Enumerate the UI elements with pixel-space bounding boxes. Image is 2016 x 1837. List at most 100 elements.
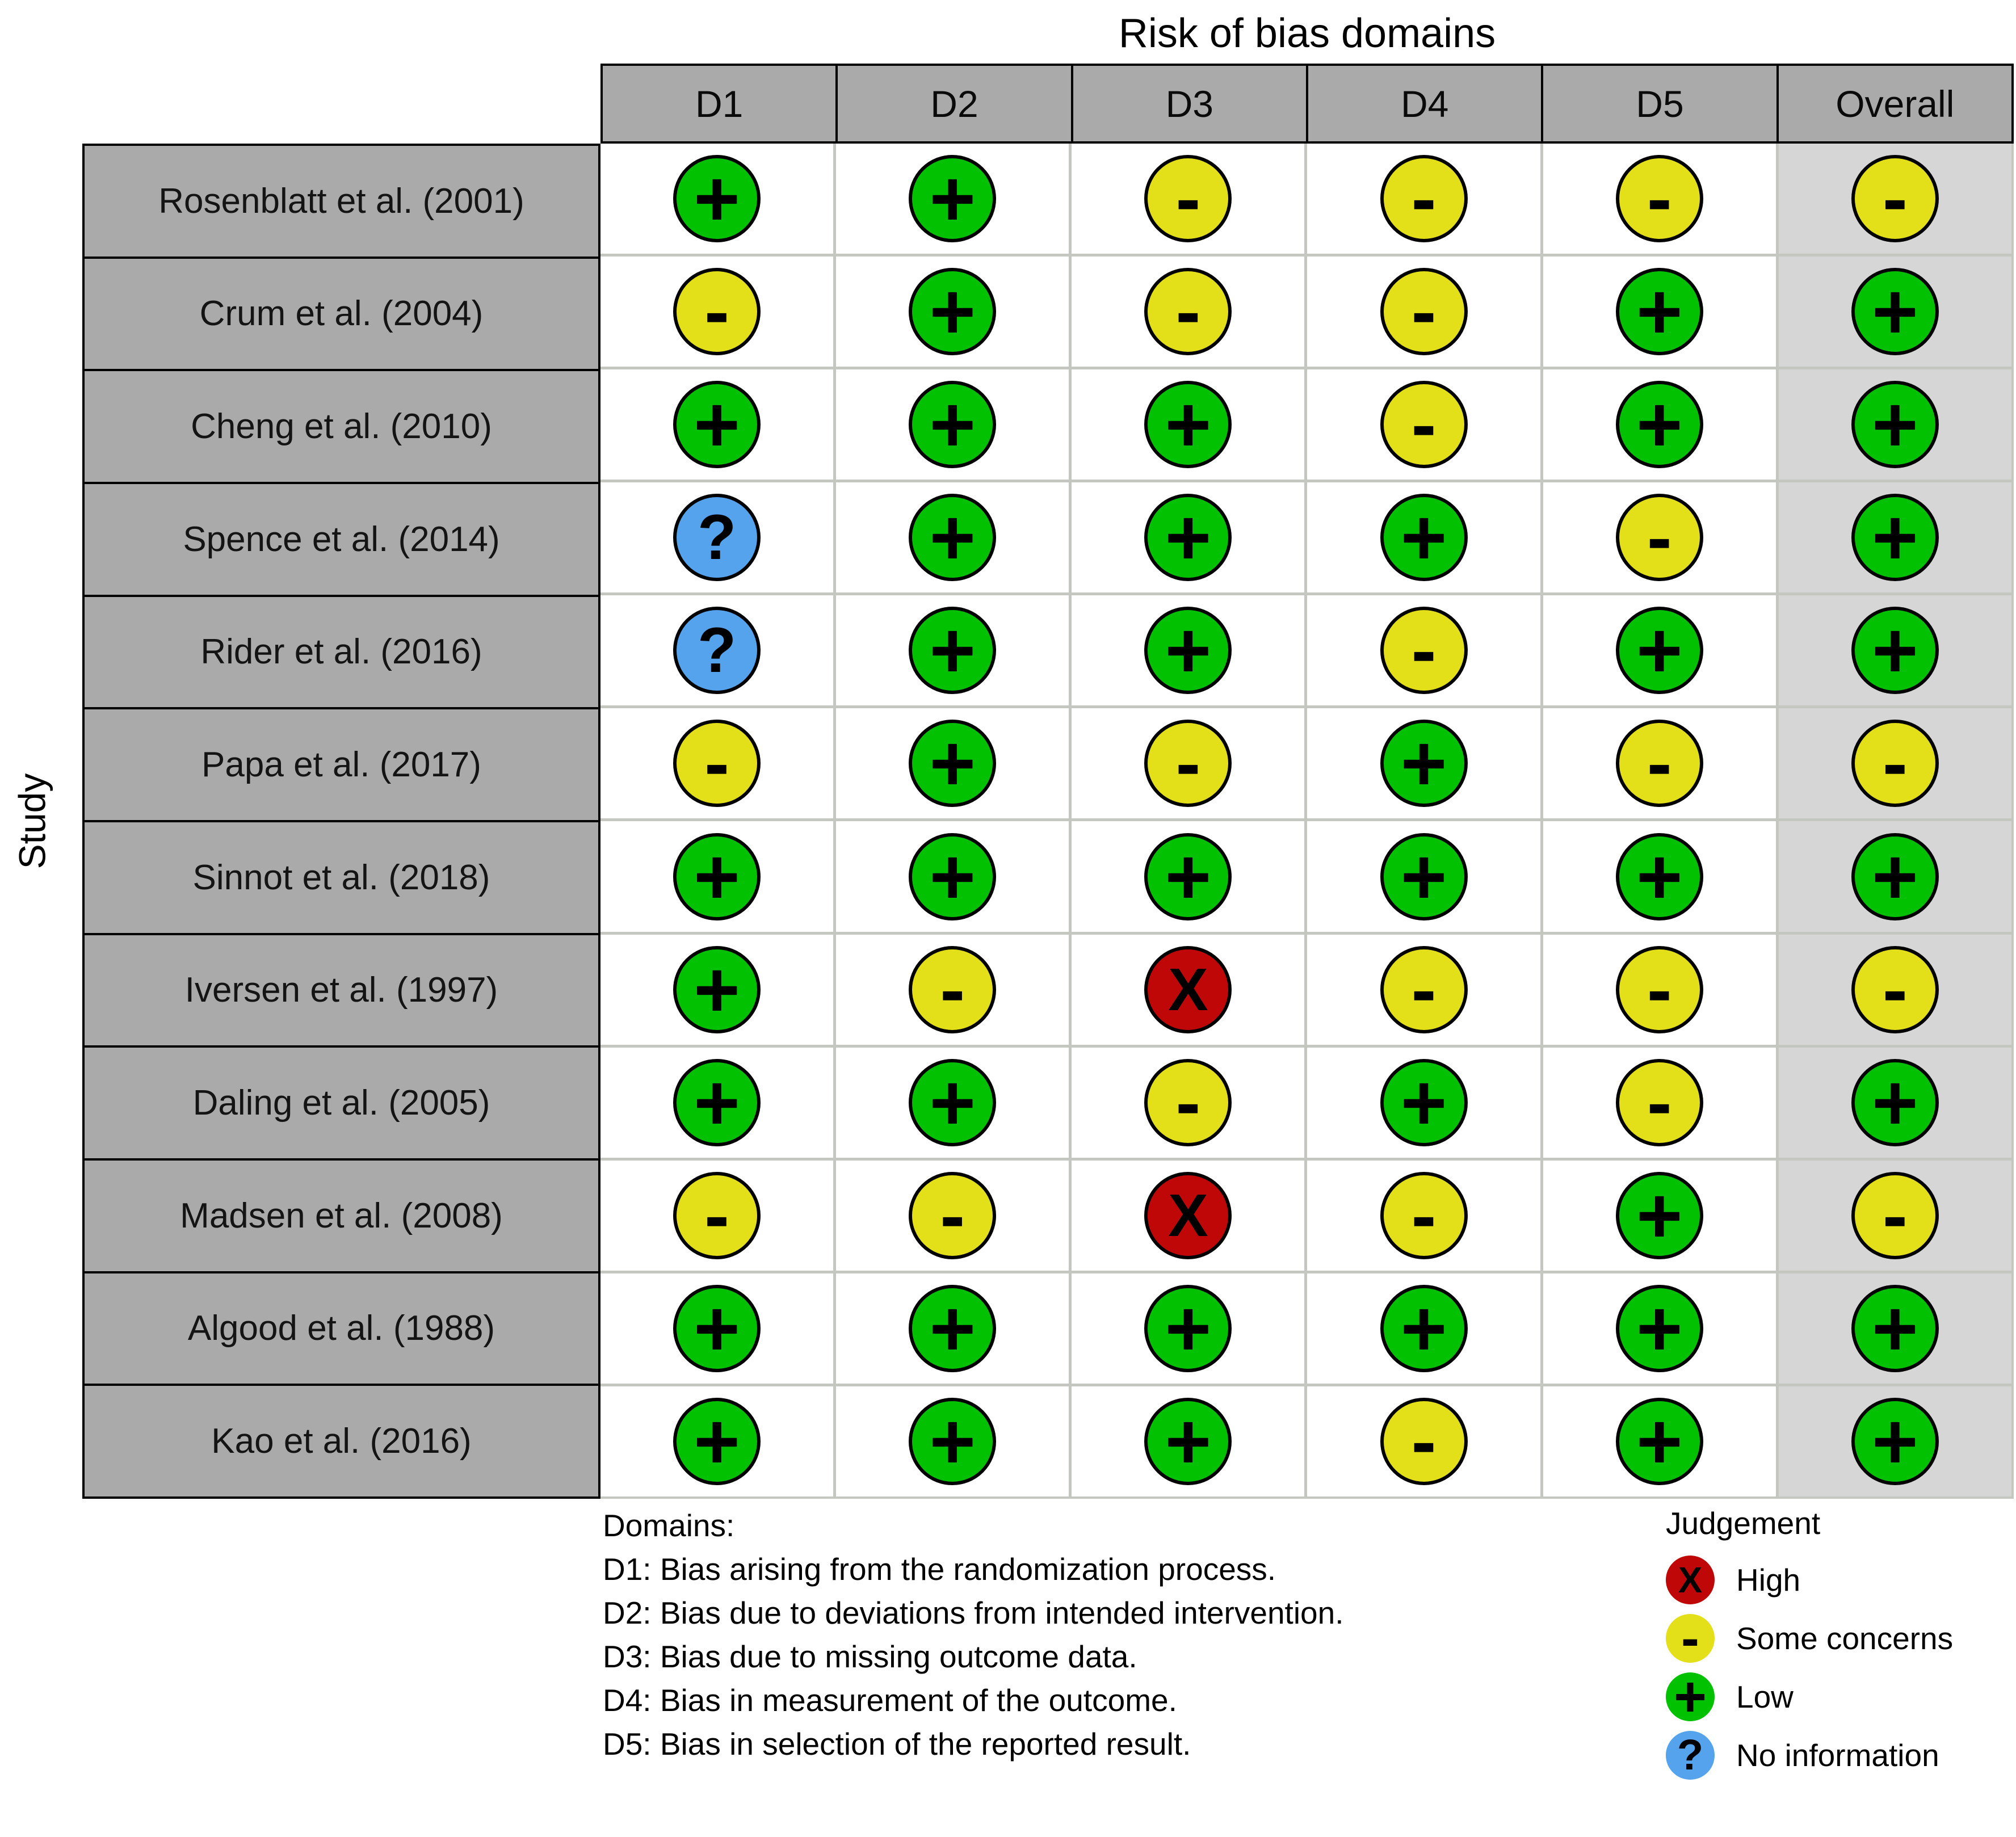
y-axis: Study	[9, 679, 54, 963]
judgment-cell: +	[600, 144, 834, 254]
judgment-cell: X	[1072, 1160, 1305, 1271]
judgment-cell: +	[1543, 821, 1776, 932]
judgment-cell: +	[1778, 257, 2011, 367]
low-judgment-icon: +	[909, 720, 997, 808]
concerns-judgment-icon: -	[1380, 945, 1468, 1033]
judgment-cell: -	[1543, 934, 1776, 1045]
low-judgment-icon: +	[909, 268, 997, 356]
study-label: Sinnot et al. (2018)	[85, 822, 598, 933]
judgment-cell: -	[1072, 257, 1305, 367]
high-legend-icon: X	[1666, 1555, 1715, 1604]
concerns-judgment-icon: -	[673, 1171, 761, 1259]
judgment-cell: +	[1778, 482, 2011, 593]
low-judgment-icon: +	[909, 381, 997, 469]
domain-header-row: D1 D2 D3 D4 D5 Overall	[600, 64, 2014, 144]
judgement-legend: Judgement X High - Some concerns + Low? No inf…	[1666, 1505, 1953, 1784]
judgment-cell: +	[836, 1386, 1069, 1496]
low-judgment-icon: +	[673, 945, 761, 1033]
judgment-cell: -	[1543, 144, 1776, 254]
low-judgment-icon: +	[1144, 381, 1232, 469]
judgment-cell: -	[1307, 934, 1540, 1045]
judgment-cell: +	[1543, 257, 1776, 367]
judgment-cell: +	[1072, 1273, 1305, 1384]
concerns-judgment-icon: -	[1851, 945, 1939, 1033]
judgment-cell: +	[836, 482, 1069, 593]
domain-definitions: D1: Bias arising from the randomization …	[603, 1548, 1344, 1766]
judgment-cell: -	[1543, 708, 1776, 819]
judgment-cell: +	[1072, 1386, 1305, 1496]
low-judgment-icon: +	[1380, 1284, 1468, 1372]
high-judgment-icon: X	[1144, 945, 1232, 1033]
judgment-cell: +	[1778, 369, 2011, 480]
judgment-cell: -	[1778, 1160, 2011, 1271]
low-judgment-icon: +	[1851, 381, 1939, 469]
judgement-legend-label: High	[1736, 1562, 1801, 1598]
low-judgment-icon: +	[909, 607, 997, 695]
low-judgment-icon: +	[1615, 1284, 1703, 1372]
domain-definition: D3: Bias due to missing outcome data.	[603, 1639, 1137, 1674]
low-judgment-icon: +	[1851, 1397, 1939, 1485]
domain-header-cell: D2	[838, 66, 1071, 141]
judgment-cell: +	[1778, 1386, 2011, 1496]
judgment-cell: +	[1543, 1273, 1776, 1384]
concerns-judgment-icon: -	[1144, 720, 1232, 808]
judgment-cell: -	[1072, 708, 1305, 819]
low-judgment-icon: +	[1615, 381, 1703, 469]
judgment-cell: -	[836, 934, 1069, 1045]
judgment-cell: +	[836, 595, 1069, 706]
study-label: Kao et al. (2016)	[85, 1386, 598, 1496]
study-label: Papa et al. (2017)	[85, 709, 598, 820]
judgment-cell: -	[1307, 595, 1540, 706]
judgement-legend-item: + Low	[1666, 1667, 1953, 1726]
judgment-cell: -	[600, 1160, 834, 1271]
judgment-cell: +	[1072, 369, 1305, 480]
judgment-cell: +	[1072, 821, 1305, 932]
concerns-judgment-icon: -	[1615, 1058, 1703, 1146]
noinfo-legend-icon: ?	[1666, 1730, 1715, 1780]
concerns-judgment-icon: -	[1380, 1171, 1468, 1259]
low-judgment-icon: +	[1851, 833, 1939, 920]
judgment-cell: +	[1778, 1047, 2011, 1158]
judgment-cell: ?	[600, 595, 834, 706]
judgment-cell: +	[1543, 595, 1776, 706]
concerns-judgment-icon: -	[1380, 607, 1468, 695]
concerns-judgment-icon: -	[1615, 720, 1703, 808]
judgment-cell: +	[836, 1273, 1069, 1384]
judgment-cell: -	[1543, 1047, 1776, 1158]
judgment-cell: -	[1307, 369, 1540, 480]
concerns-judgment-icon: -	[909, 945, 997, 1033]
study-label: Iversen et al. (1997)	[85, 935, 598, 1046]
judgement-legend-title: Judgement	[1666, 1506, 1821, 1541]
study-label: Crum et al. (2004)	[85, 258, 598, 369]
judgment-cell: +	[836, 821, 1069, 932]
judgment-cell: -	[1778, 144, 2011, 254]
judgment-cell: ?	[600, 482, 834, 593]
concerns-legend-icon: -	[1666, 1611, 1715, 1665]
concerns-judgment-icon: -	[909, 1171, 997, 1259]
low-judgment-icon: +	[1380, 1058, 1468, 1146]
judgment-cell: -	[1307, 1160, 1540, 1271]
study-label: Spence et al. (2014)	[85, 484, 598, 595]
low-judgment-icon: +	[1380, 833, 1468, 920]
judgment-cell: +	[836, 1047, 1069, 1158]
domains-legend: Domains: D1: Bias arising from the rando…	[603, 1504, 1344, 1766]
judgment-cell: +	[836, 708, 1069, 819]
noinfo-judgment-icon: ?	[673, 607, 761, 695]
judgment-cell: +	[1778, 821, 2011, 932]
judgment-cell: -	[1307, 1386, 1540, 1496]
judgment-cell: +	[1778, 595, 2011, 706]
concerns-judgment-icon: -	[1851, 1171, 1939, 1259]
low-judgment-icon: +	[1144, 833, 1232, 920]
low-judgment-icon: +	[909, 1284, 997, 1372]
judgement-legend-label: Some concerns	[1736, 1620, 1954, 1656]
concerns-judgment-icon: -	[1380, 1397, 1468, 1485]
concerns-judgment-icon: -	[1615, 945, 1703, 1033]
low-judgment-icon: +	[1851, 607, 1939, 695]
study-label: Cheng et al. (2010)	[85, 371, 598, 482]
low-judgment-icon: +	[1144, 1397, 1232, 1485]
low-judgment-icon: +	[1615, 1171, 1703, 1259]
study-label: Rider et al. (2016)	[85, 596, 598, 708]
low-judgment-icon: +	[909, 155, 997, 243]
study-label: Madsen et al. (2008)	[85, 1161, 598, 1271]
low-judgment-icon: +	[1615, 1397, 1703, 1485]
